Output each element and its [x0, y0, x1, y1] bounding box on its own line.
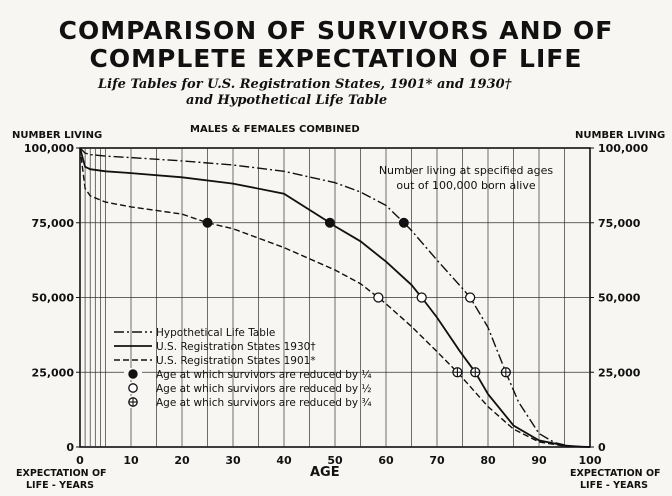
- legend-label-hypothetical: Hypothetical Life Table: [156, 327, 275, 339]
- y-tick-label-left: 25,000: [32, 366, 75, 379]
- y-tick-label-right: 0: [598, 441, 606, 454]
- bottom-left-label-line1: EXPECTATION OF: [16, 468, 107, 479]
- y-tick-label-left: 0: [66, 441, 74, 454]
- x-tick-label: 80: [480, 454, 496, 467]
- annotation-line2: out of 100,000 born alive: [396, 179, 535, 192]
- legend-swatch-quarter: [128, 369, 138, 379]
- y-tick-label-right: 50,000: [598, 292, 641, 305]
- marker-half: [416, 292, 427, 303]
- right-axis-title: NUMBER LIVING: [575, 130, 666, 141]
- chart-subtitle-line2: and Hypothetical Life Table: [186, 93, 388, 108]
- marker-half: [464, 292, 476, 303]
- x-tick-label: 90: [531, 454, 547, 467]
- series-line-dashdot: [79, 147, 591, 448]
- y-tick-label-right: 25,000: [598, 366, 641, 379]
- marker-quarter: [398, 217, 409, 228]
- y-tick-label-left: 100,000: [24, 142, 74, 155]
- left-axis-title: NUMBER LIVING: [12, 130, 103, 141]
- x-tick-label: 50: [327, 454, 343, 467]
- chart-subtitle-line1: Life Tables for U.S. Registration States…: [98, 77, 512, 92]
- marker-quarter: [324, 217, 335, 228]
- legend-label-quarter: Age at which survivors are reduced by ¼: [156, 369, 372, 381]
- y-tick-label-left: 50,000: [32, 292, 75, 305]
- x-tick-label: 100: [579, 454, 602, 467]
- x-tick-label: 10: [123, 454, 139, 467]
- series-line-dashed: [79, 147, 591, 448]
- chart-title-line2: COMPLETE EXPECTATION OF LIFE: [89, 44, 583, 73]
- annotation-line1: Number living at specified ages: [379, 164, 554, 177]
- legend-label-threequarter: Age at which survivors are reduced by ¾: [156, 397, 372, 409]
- bottom-right-label-line1: EXPECTATION OF: [570, 468, 661, 479]
- bottom-right-label-line2: LIFE - YEARS: [580, 480, 649, 491]
- chart-title-line1: COMPARISON OF SURVIVORS AND OF: [58, 16, 614, 45]
- marker-quarter: [202, 217, 213, 228]
- legend-swatch-half: [128, 383, 138, 393]
- y-tick-label-left: 75,000: [32, 217, 75, 230]
- x-axis-title: AGE: [310, 465, 340, 480]
- y-tick-label-right: 75,000: [598, 217, 641, 230]
- series-line-solid: [79, 147, 591, 448]
- x-tick-label: 60: [378, 454, 394, 467]
- x-tick-label: 70: [429, 454, 445, 467]
- marker-half: [373, 292, 384, 303]
- panel-title: MALES & FEMALES COMBINED: [190, 124, 360, 135]
- x-tick-label: 40: [276, 454, 292, 467]
- legend-label-us1901: U.S. Registration States 1901*: [156, 355, 316, 367]
- x-tick-label: 0: [76, 454, 84, 467]
- x-tick-label: 30: [225, 454, 241, 467]
- x-tick-label: 20: [174, 454, 190, 467]
- legend-label-us1930: U.S. Registration States 1930†: [156, 341, 316, 353]
- y-tick-label-right: 100,000: [598, 142, 648, 155]
- bottom-left-label-line2: LIFE - YEARS: [26, 480, 95, 491]
- legend-label-half: Age at which survivors are reduced by ½: [156, 383, 372, 395]
